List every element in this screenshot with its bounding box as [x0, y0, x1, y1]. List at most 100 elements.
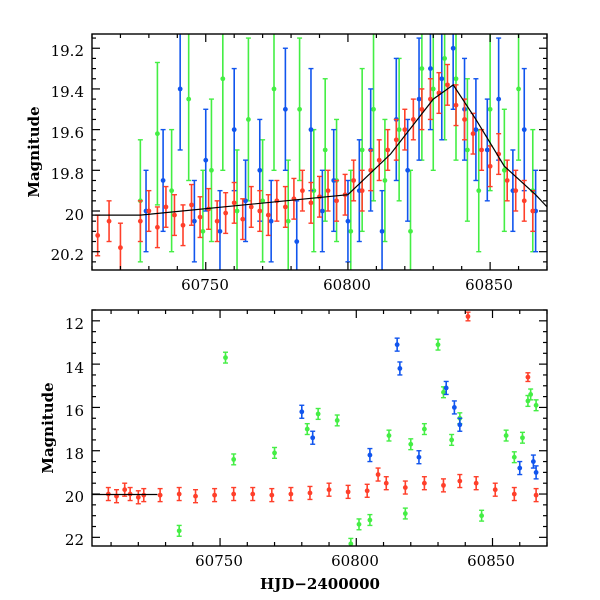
- data-point: [501, 167, 507, 173]
- top-y-axis-label: Magnitude: [25, 106, 43, 197]
- data-point: [385, 147, 391, 153]
- bottom-y-tick-label: 16: [65, 402, 84, 420]
- top-x-tick-label: 60850: [465, 276, 513, 294]
- data-point: [419, 106, 425, 112]
- bottom-y-axis-label: Magnitude: [39, 382, 57, 473]
- data-point: [379, 228, 385, 234]
- data-point: [319, 208, 325, 214]
- data-point: [441, 389, 446, 395]
- data-point: [450, 45, 456, 51]
- data-point: [294, 239, 300, 244]
- data-point: [118, 245, 123, 251]
- data-point: [521, 127, 527, 133]
- data-point: [394, 342, 400, 348]
- data-point: [443, 385, 449, 391]
- data-point: [504, 178, 510, 183]
- data-point: [169, 188, 175, 194]
- bottom-y-tick-label: 22: [65, 531, 84, 549]
- data-point: [307, 490, 313, 496]
- top-axis-ticks: [91, 34, 548, 270]
- data-point: [516, 86, 521, 92]
- data-point: [530, 208, 536, 214]
- data-point: [492, 487, 498, 493]
- data-point: [197, 214, 203, 220]
- data-point: [371, 106, 376, 112]
- data-point: [223, 355, 228, 361]
- data-point: [416, 96, 422, 102]
- data-point: [220, 76, 226, 82]
- data-point: [462, 117, 467, 122]
- data-point: [383, 480, 389, 486]
- data-point: [533, 469, 539, 475]
- data-point: [160, 178, 166, 183]
- data-point: [231, 127, 237, 133]
- data-point: [521, 198, 527, 204]
- data-point: [487, 106, 493, 112]
- data-point: [439, 76, 445, 82]
- data-point: [300, 188, 305, 194]
- data-point: [285, 218, 291, 224]
- data-point: [351, 178, 357, 183]
- data-point: [231, 456, 237, 462]
- data-point: [359, 147, 365, 153]
- data-point: [428, 66, 433, 71]
- top-y-tick-label: 19.4: [51, 83, 84, 101]
- data-point: [449, 437, 455, 443]
- data-point: [282, 204, 288, 210]
- data-point: [212, 492, 218, 498]
- data-point: [525, 374, 531, 380]
- data-point: [453, 76, 459, 82]
- data-point: [402, 511, 408, 516]
- data-point: [442, 56, 448, 61]
- data-point: [367, 517, 373, 523]
- top-y-tick-label: 19.8: [51, 165, 84, 183]
- data-point: [176, 491, 182, 497]
- data-point: [465, 314, 471, 319]
- data-point: [122, 487, 128, 493]
- data-point: [402, 485, 408, 490]
- data-point: [172, 212, 177, 218]
- data-point: [517, 465, 523, 471]
- data-point: [430, 86, 436, 92]
- data-point: [274, 198, 280, 204]
- data-point: [473, 127, 479, 133]
- bottom-plot-area: [92, 311, 539, 546]
- data-point: [457, 422, 463, 428]
- top-y-tick-labels: 19.2 19.4 19.6 19.8 20 20.2: [51, 42, 84, 264]
- bottom-x-tick-labels: 60750 60800 60850: [195, 552, 515, 570]
- bottom-panel: 12 14 16 18 20 22 60750 60800 60850 Magn…: [39, 309, 548, 593]
- bottom-x-tick-label: 60850: [467, 552, 515, 570]
- data-point: [345, 218, 351, 224]
- data-point: [410, 117, 416, 122]
- data-point: [530, 459, 536, 464]
- data-point: [435, 342, 441, 348]
- top-y-tick-label: 19.6: [51, 124, 84, 142]
- data-point: [513, 188, 519, 194]
- data-point: [288, 491, 294, 497]
- data-point: [223, 210, 229, 216]
- bottom-x-axis-label: HJD−2400000: [260, 575, 380, 593]
- top-plot-area: [92, 34, 547, 270]
- top-trend-line: [92, 84, 547, 216]
- data-point: [157, 492, 163, 498]
- data-point: [106, 218, 112, 224]
- bottom-y-tick-label: 14: [65, 359, 84, 377]
- top-x-tick-labels: 60750 60800 60850: [181, 276, 513, 294]
- bottom-axis-ticks: [92, 309, 548, 546]
- data-point: [203, 157, 209, 163]
- data-point: [453, 102, 459, 108]
- data-point: [146, 208, 152, 214]
- data-point: [528, 392, 534, 397]
- data-point: [297, 106, 302, 112]
- data-point: [520, 435, 525, 441]
- data-point: [533, 402, 539, 408]
- data-point: [193, 493, 198, 499]
- data-point: [325, 188, 331, 194]
- data-point: [348, 541, 354, 546]
- data-point: [95, 233, 101, 238]
- data-point: [200, 228, 206, 234]
- data-point: [269, 492, 275, 498]
- data-point: [382, 178, 388, 183]
- data-point: [364, 488, 370, 494]
- data-point: [282, 106, 288, 112]
